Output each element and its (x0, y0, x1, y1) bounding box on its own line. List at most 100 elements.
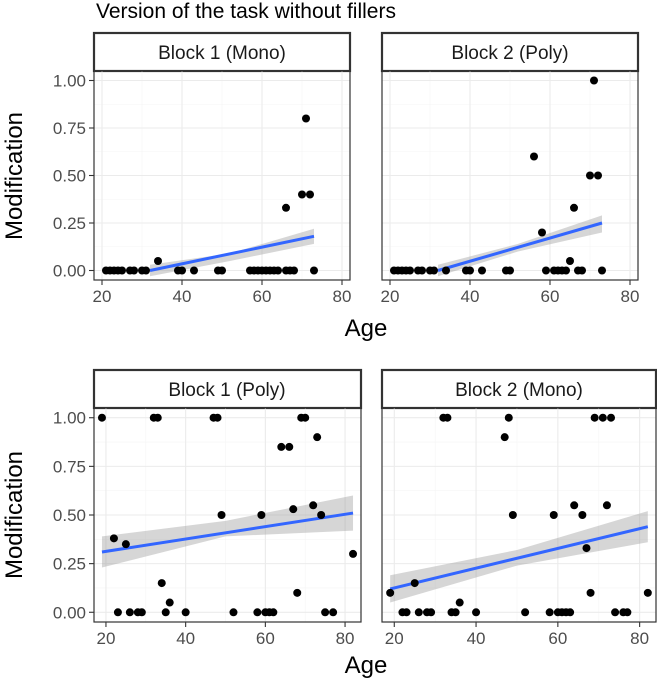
data-point (301, 413, 310, 422)
x-axis-title-top: Age (345, 315, 388, 342)
plot-area: 20 40 60 80 0.00 0.25 0.50 0.75 1.00 (53, 407, 362, 648)
data-point (538, 228, 546, 237)
data-point (590, 76, 598, 85)
data-point (442, 266, 450, 275)
data-point (97, 413, 106, 422)
strip-box (380, 31, 640, 73)
y-tick-label: 1.00 (53, 72, 86, 91)
data-point (302, 114, 310, 123)
panel-title: Block 1 (Poly) (168, 380, 285, 401)
data-point (478, 266, 486, 275)
data-point (298, 190, 306, 199)
data-point (317, 511, 326, 519)
data-point (130, 266, 138, 275)
data-point (178, 266, 186, 275)
data-point (109, 534, 118, 543)
strip-box (92, 368, 363, 410)
data-point (506, 266, 514, 275)
data-point (402, 608, 411, 617)
data-point (121, 540, 130, 549)
data-point (500, 433, 509, 442)
y-tick-label: 1.00 (53, 409, 86, 428)
data-point (414, 608, 423, 617)
data-point (321, 608, 330, 617)
data-point (153, 413, 162, 422)
data-point (113, 608, 122, 617)
y-tick-label: 0.75 (53, 119, 86, 138)
data-point (142, 266, 150, 275)
data-point (578, 511, 587, 519)
data-point (218, 266, 226, 275)
data-point (290, 266, 298, 275)
panel-border (381, 407, 657, 623)
x-tick-label: 20 (93, 287, 112, 306)
x-tick-label: 80 (630, 629, 649, 648)
data-point (274, 266, 282, 275)
x-tick-label: 80 (621, 287, 640, 306)
data-point (562, 266, 570, 275)
y-axis-title-top: Modification (1, 112, 28, 240)
data-point (137, 608, 146, 617)
regression-line (389, 525, 649, 591)
data-point (542, 266, 550, 275)
data-point (154, 257, 162, 265)
panel-block1-mono: Block 1 (Mono) 20 40 60 80 0.00 0.25 0.50 0.75 1… (53, 31, 352, 306)
y-tick-label: 0.25 (53, 555, 86, 574)
data-point (607, 413, 616, 422)
x-tick-label: 60 (256, 629, 275, 648)
plot-area: 20 40 60 80 (381, 70, 640, 306)
x-tick-label: 20 (385, 629, 404, 648)
x-tick-label: 40 (176, 629, 195, 648)
data-point (451, 608, 460, 617)
data-point (586, 588, 595, 597)
data-point (504, 413, 513, 422)
data-point (190, 266, 198, 275)
plot-area: 20 40 60 80 (381, 407, 657, 648)
x-tick-label: 40 (467, 629, 486, 648)
data-point (598, 266, 606, 275)
data-point (269, 608, 278, 617)
strip-box (92, 31, 352, 73)
data-point (566, 608, 575, 617)
data-point (289, 505, 298, 514)
data-point (293, 588, 302, 597)
data-point (582, 544, 591, 553)
data-point (549, 511, 558, 519)
regression-line (101, 511, 354, 554)
data-point (277, 442, 286, 451)
plot-area: 20 40 60 80 0.00 0.25 0.50 0.75 1.00 (53, 70, 351, 306)
panel-title: Block 2 (Poly) (451, 43, 568, 64)
data-point (329, 608, 338, 617)
data-point (430, 266, 438, 275)
data-point (257, 511, 266, 519)
data-point (406, 266, 414, 275)
data-point (125, 608, 134, 617)
panel-border (381, 70, 639, 281)
data-point (455, 598, 464, 607)
data-point (570, 501, 579, 510)
data-point (566, 257, 574, 265)
y-tick-label: 0.50 (53, 506, 86, 525)
data-point (611, 608, 620, 617)
strip-box (380, 368, 657, 410)
panel-title: Block 2 (Mono) (455, 380, 583, 401)
data-point (521, 608, 530, 617)
data-point (427, 608, 436, 617)
confidence-band (150, 228, 314, 277)
data-point (443, 413, 452, 422)
y-tick-label: 0.50 (53, 167, 86, 186)
data-point (466, 266, 474, 275)
data-point (410, 579, 419, 588)
data-point (570, 203, 578, 212)
data-point (623, 608, 632, 617)
x-tick-label: 40 (173, 287, 192, 306)
x-tick-label: 20 (96, 629, 115, 648)
figure-title: Version of the task without fillers (96, 0, 396, 23)
x-tick-label: 60 (541, 287, 560, 306)
regression-line (437, 221, 603, 272)
panel-block2-poly: Block 2 (Poly) 20 40 60 80 (380, 31, 640, 306)
data-point (349, 549, 358, 558)
y-tick-label: 0.00 (53, 262, 86, 281)
data-point (253, 608, 262, 617)
data-point (306, 190, 314, 199)
